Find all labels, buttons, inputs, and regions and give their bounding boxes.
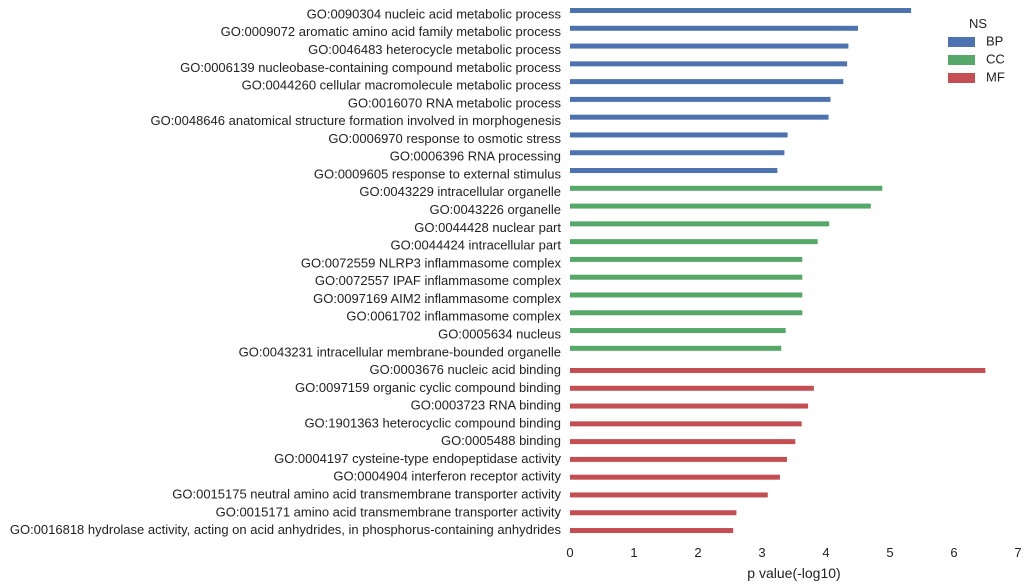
category-label: GO:0043231 intracellular membrane-bounde…	[239, 344, 561, 359]
bar-bp	[570, 79, 844, 85]
category-label: GO:0072557 IPAF inflammasome complex	[315, 273, 562, 288]
category-label: GO:0003723 RNA binding	[411, 398, 561, 413]
bar-mf	[570, 492, 768, 498]
bar-mf	[570, 510, 737, 516]
legend-title: NS	[969, 16, 987, 31]
bar-cc	[570, 239, 818, 245]
bar-cc	[570, 185, 883, 191]
bar-mf	[570, 474, 780, 480]
category-label: GO:0015175 neutral amino acid transmembr…	[172, 486, 561, 501]
x-tick-label: 7	[1014, 545, 1021, 560]
bar-bp	[570, 114, 829, 120]
bar-cc	[570, 256, 803, 262]
bar-mf	[570, 456, 787, 462]
bar-cc	[570, 328, 786, 334]
category-label: GO:0090304 nucleic acid metabolic proces…	[307, 6, 562, 21]
bar-cc	[570, 292, 803, 298]
bar-cc	[570, 274, 803, 280]
category-label: GO:0016070 RNA metabolic process	[348, 95, 562, 110]
x-tick-labels: 0 1 2 3 4 5 6 7	[566, 545, 1021, 560]
category-label: GO:0097169 AIM2 inflammasome complex	[313, 291, 561, 306]
category-label: GO:0009072 aromatic amino acid family me…	[221, 24, 562, 39]
category-label: GO:0048646 anatomical structure formatio…	[151, 113, 562, 128]
bar-bp	[570, 61, 848, 67]
category-label: GO:0097159 organic cyclic compound bindi…	[295, 380, 561, 395]
x-tick-label: 1	[630, 545, 637, 560]
category-label: GO:0044260 cellular macromolecule metabo…	[242, 78, 562, 93]
category-label: GO:0005634 nucleus	[438, 326, 561, 341]
bar-mf	[570, 385, 814, 391]
category-label: GO:0004904 interferon receptor activity	[333, 469, 561, 484]
bar-mf	[570, 528, 734, 534]
x-axis-label: p value(-log10)	[747, 565, 840, 581]
category-label: GO:0004197 cysteine-type endopeptidase a…	[274, 451, 561, 466]
bar-cc	[570, 345, 782, 351]
legend-swatch-cc	[948, 55, 975, 65]
category-label: GO:0005488 binding	[441, 433, 561, 448]
x-tick-label: 0	[566, 545, 573, 560]
bar-cc	[570, 203, 871, 209]
bar-cc	[570, 310, 803, 316]
category-label: GO:0043229 intracellular organelle	[359, 184, 561, 199]
x-tick-label: 6	[950, 545, 957, 560]
legend-label-bp: BP	[986, 33, 1003, 48]
x-tick-label: 2	[694, 545, 701, 560]
category-label: GO:0044428 nuclear part	[414, 220, 561, 235]
category-label: GO:0006396 RNA processing	[390, 149, 561, 164]
bar-mf	[570, 368, 986, 373]
category-label: GO:0015171 amino acid transmembrane tran…	[216, 504, 562, 519]
bars	[570, 8, 986, 534]
category-label: GO:0003676 nucleic acid binding	[369, 362, 561, 377]
bar-bp	[570, 132, 788, 138]
bar-bp	[570, 8, 912, 13]
legend-items: BP CC MF	[948, 33, 1005, 84]
category-label: GO:0016818 hydrolase activity, acting on…	[10, 522, 562, 537]
category-label: GO:0006970 response to osmotic stress	[328, 131, 561, 146]
category-label: GO:0046483 heterocycle metabolic process	[308, 42, 561, 57]
category-label: GO:0009605 response to external stimulus	[314, 166, 562, 181]
bar-bp	[570, 150, 785, 156]
bar-mf	[570, 439, 796, 445]
bar-mf	[570, 421, 802, 427]
legend: NS BP CC MF	[948, 16, 1005, 84]
x-axis: 0 1 2 3 4 5 6 7 p value(-log10)	[566, 545, 1021, 581]
bar-bp	[570, 43, 849, 49]
x-tick-label: 3	[758, 545, 765, 560]
category-label: GO:0072559 NLRP3 inflammasome complex	[301, 255, 562, 270]
legend-label-cc: CC	[986, 51, 1005, 66]
legend-label-mf: MF	[986, 69, 1005, 84]
category-labels: GO:0090304 nucleic acid metabolic proces…	[10, 6, 562, 537]
bar-cc	[570, 221, 830, 227]
legend-swatch-mf	[948, 73, 975, 83]
x-tick-label: 5	[886, 545, 893, 560]
bar-mf	[570, 403, 809, 409]
bar-bp	[570, 96, 831, 102]
legend-swatch-bp	[948, 37, 975, 47]
category-label: GO:1901363 heterocyclic compound binding	[304, 415, 561, 430]
bar-bp	[570, 25, 858, 31]
category-label: GO:0061702 inflammasome complex	[346, 309, 561, 324]
bar-bp	[570, 168, 778, 174]
x-tick-label: 4	[822, 545, 829, 560]
category-label: GO:0006139 nucleobase-containing compoun…	[180, 60, 561, 75]
category-label: GO:0044424 intracellular part	[390, 238, 561, 253]
category-label: GO:0043226 organelle	[429, 202, 561, 217]
